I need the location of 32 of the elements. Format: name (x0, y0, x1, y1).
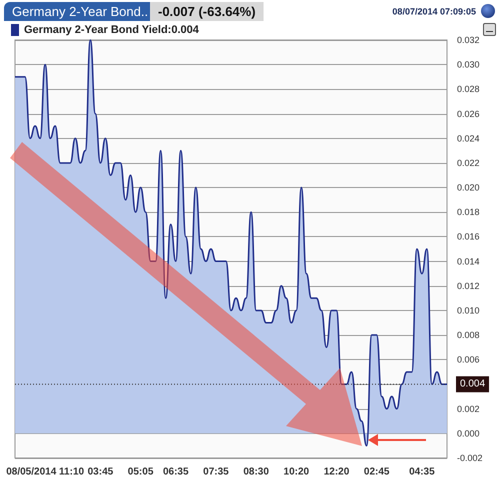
x-tick-label: 04:35 (409, 466, 436, 478)
y-tick-label: 0.016 (457, 232, 480, 242)
chart-subtitle: -0.007 (-63.64%) (158, 4, 256, 19)
y-tick-label: 0.008 (457, 330, 480, 340)
y-tick-label: 0.000 (457, 428, 480, 438)
y-tick-label: 0.032 (457, 35, 480, 45)
y-tick-label: 0.028 (457, 84, 480, 94)
y-tick-label: 0.026 (457, 108, 480, 119)
y-tick-label: -0.002 (457, 453, 483, 463)
x-tick-label: 08/05/2014 11:10 (6, 466, 84, 478)
y-tick-label: 0.030 (457, 60, 480, 70)
y-tick-label: 0.022 (457, 158, 480, 168)
text: 08/07/2014 07:09:05 (392, 6, 476, 16)
y-tick-label: 0.002 (457, 404, 480, 414)
y-tick-label: 0.018 (457, 207, 480, 218)
y-tick-label: 0.024 (457, 133, 480, 144)
legend-label: Germany 2-Year Bond Yield:0.004 (24, 24, 200, 36)
x-tick-label: 02:45 (364, 466, 390, 478)
x-tick-label: 06:35 (162, 466, 189, 478)
x-tick-label: 12:20 (324, 466, 350, 478)
ref-line-label: 0.004 (460, 378, 486, 390)
y-tick-label: 0.020 (457, 182, 480, 193)
x-tick-label: 03:45 (88, 466, 114, 478)
y-tick-label: 0.014 (457, 256, 480, 266)
x-tick-label: 08:30 (243, 466, 270, 478)
x-tick-label: 05:05 (128, 466, 154, 478)
y-tick-label: 0.010 (457, 305, 480, 316)
x-tick-label: 07:35 (203, 466, 230, 478)
x-tick-label: 10:20 (284, 466, 310, 478)
y-tick-label: 0.006 (457, 354, 480, 365)
chart-title: Germany 2-Year Bond.. (12, 4, 148, 19)
y-tick-label: 0.012 (457, 280, 480, 291)
